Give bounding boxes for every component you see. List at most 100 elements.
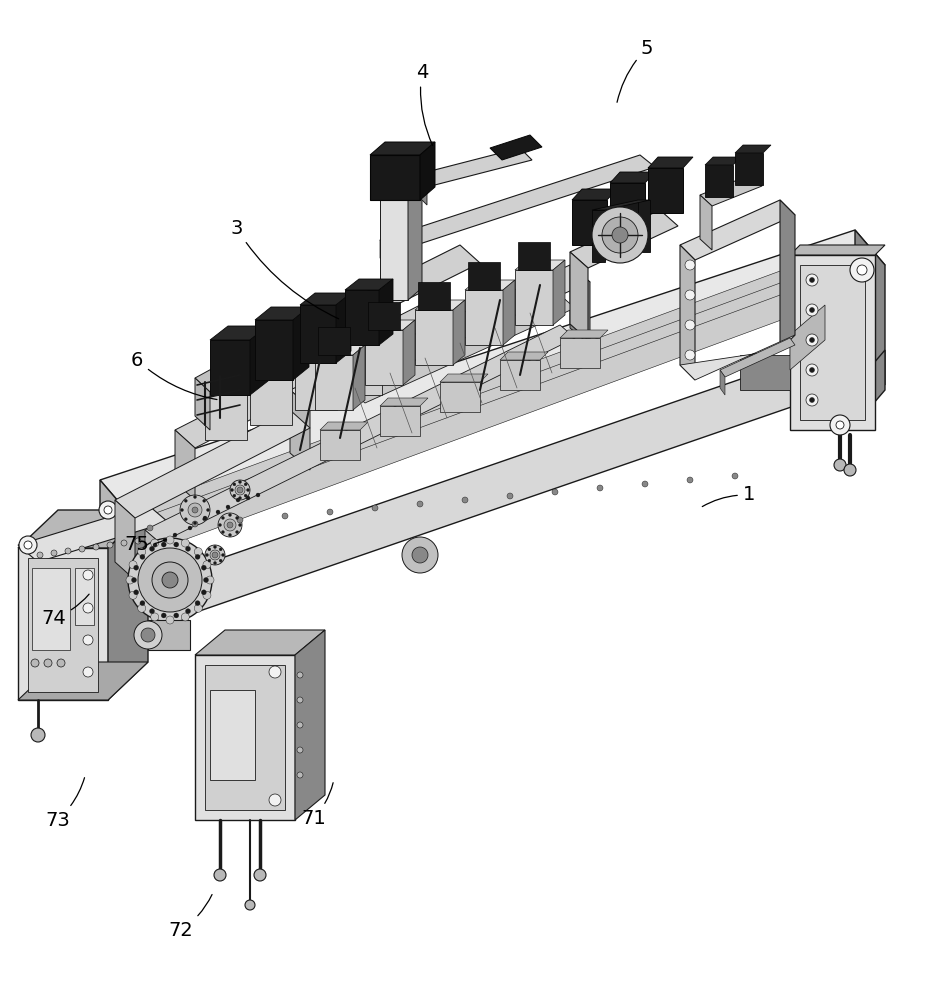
Circle shape bbox=[83, 570, 93, 580]
Polygon shape bbox=[255, 307, 309, 320]
Circle shape bbox=[417, 501, 423, 507]
Polygon shape bbox=[408, 178, 422, 300]
Circle shape bbox=[237, 517, 243, 523]
Circle shape bbox=[809, 367, 815, 372]
Polygon shape bbox=[572, 189, 617, 200]
Circle shape bbox=[166, 536, 174, 544]
Polygon shape bbox=[140, 268, 845, 532]
Circle shape bbox=[207, 508, 210, 512]
Polygon shape bbox=[210, 340, 250, 395]
Polygon shape bbox=[336, 293, 351, 363]
Polygon shape bbox=[250, 375, 292, 425]
Circle shape bbox=[226, 505, 230, 509]
Circle shape bbox=[141, 628, 155, 642]
Polygon shape bbox=[440, 382, 480, 412]
Polygon shape bbox=[300, 293, 351, 305]
Polygon shape bbox=[700, 175, 762, 206]
Polygon shape bbox=[648, 157, 693, 168]
Polygon shape bbox=[855, 230, 885, 385]
Polygon shape bbox=[553, 260, 565, 325]
Polygon shape bbox=[403, 320, 415, 385]
Polygon shape bbox=[293, 307, 309, 380]
Circle shape bbox=[149, 609, 155, 614]
Polygon shape bbox=[420, 142, 435, 200]
Circle shape bbox=[19, 536, 37, 554]
Circle shape bbox=[195, 548, 202, 556]
Circle shape bbox=[31, 728, 45, 742]
Circle shape bbox=[213, 546, 217, 548]
Circle shape bbox=[612, 227, 628, 243]
Circle shape bbox=[844, 464, 856, 476]
Circle shape bbox=[233, 483, 235, 486]
Circle shape bbox=[214, 869, 226, 881]
Circle shape bbox=[230, 480, 250, 500]
Circle shape bbox=[228, 514, 232, 516]
Circle shape bbox=[182, 539, 189, 547]
Polygon shape bbox=[315, 345, 365, 355]
Polygon shape bbox=[320, 430, 360, 460]
Polygon shape bbox=[255, 320, 293, 380]
Polygon shape bbox=[503, 280, 515, 345]
Circle shape bbox=[297, 722, 303, 728]
Circle shape bbox=[135, 538, 141, 544]
Polygon shape bbox=[195, 378, 210, 430]
Polygon shape bbox=[100, 230, 885, 515]
Circle shape bbox=[203, 499, 206, 502]
Circle shape bbox=[212, 552, 218, 558]
Circle shape bbox=[602, 217, 638, 253]
Polygon shape bbox=[32, 568, 70, 650]
Circle shape bbox=[140, 601, 145, 606]
Polygon shape bbox=[380, 178, 422, 190]
Text: 4: 4 bbox=[415, 62, 433, 145]
Circle shape bbox=[180, 495, 210, 525]
Circle shape bbox=[192, 521, 198, 527]
Circle shape bbox=[809, 397, 815, 402]
Circle shape bbox=[219, 559, 222, 562]
Polygon shape bbox=[418, 282, 450, 310]
Circle shape bbox=[203, 561, 211, 569]
Polygon shape bbox=[350, 295, 575, 403]
Circle shape bbox=[219, 524, 222, 526]
Circle shape bbox=[188, 526, 192, 530]
Circle shape bbox=[24, 541, 32, 549]
Circle shape bbox=[218, 513, 242, 537]
Polygon shape bbox=[720, 338, 795, 377]
Circle shape bbox=[809, 338, 815, 342]
Circle shape bbox=[153, 543, 157, 547]
Text: 73: 73 bbox=[45, 778, 84, 830]
Circle shape bbox=[203, 518, 206, 521]
Polygon shape bbox=[610, 172, 655, 183]
Polygon shape bbox=[855, 350, 885, 425]
Polygon shape bbox=[570, 265, 590, 345]
Polygon shape bbox=[148, 620, 190, 650]
Circle shape bbox=[83, 603, 93, 613]
Circle shape bbox=[151, 613, 159, 621]
Circle shape bbox=[236, 498, 240, 502]
Circle shape bbox=[462, 497, 468, 503]
Circle shape bbox=[205, 545, 225, 565]
Polygon shape bbox=[720, 370, 725, 395]
Circle shape bbox=[194, 495, 197, 498]
Polygon shape bbox=[780, 200, 795, 350]
Circle shape bbox=[235, 516, 238, 519]
Circle shape bbox=[850, 258, 874, 282]
Polygon shape bbox=[465, 280, 515, 290]
Circle shape bbox=[297, 672, 303, 678]
Circle shape bbox=[732, 473, 738, 479]
Polygon shape bbox=[195, 348, 265, 392]
Polygon shape bbox=[415, 175, 427, 205]
Polygon shape bbox=[320, 422, 368, 430]
Polygon shape bbox=[415, 310, 453, 365]
Polygon shape bbox=[295, 360, 337, 410]
Polygon shape bbox=[380, 406, 420, 436]
Polygon shape bbox=[290, 265, 590, 407]
Text: 72: 72 bbox=[169, 895, 212, 940]
Circle shape bbox=[685, 320, 695, 330]
Circle shape bbox=[128, 538, 212, 622]
Circle shape bbox=[231, 488, 234, 491]
Circle shape bbox=[685, 350, 695, 360]
Circle shape bbox=[133, 565, 139, 570]
Polygon shape bbox=[100, 480, 130, 635]
Polygon shape bbox=[195, 630, 325, 655]
Polygon shape bbox=[18, 662, 148, 700]
